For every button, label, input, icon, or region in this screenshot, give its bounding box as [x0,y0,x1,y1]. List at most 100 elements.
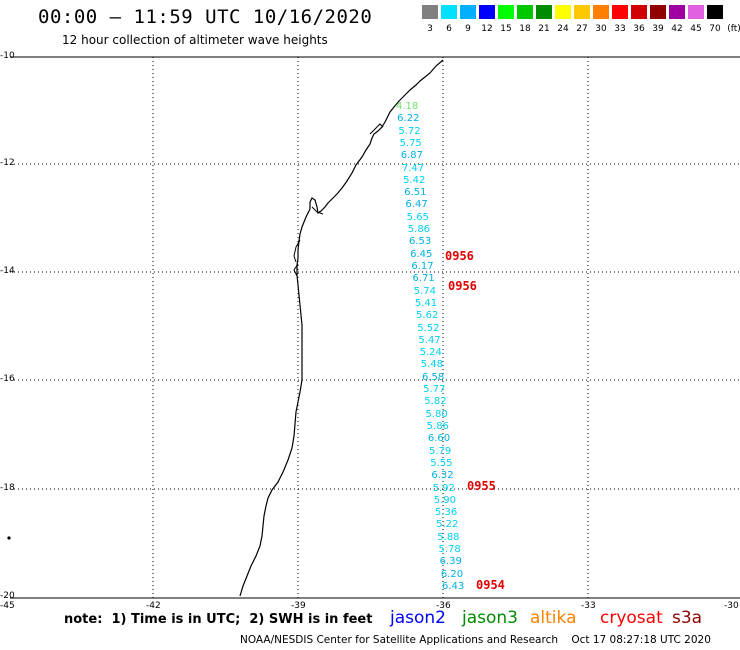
wave-height-value: 6.20 [440,568,464,580]
lat-tick-label: -20 [0,591,15,601]
wave-height-value: 5.74 [413,285,436,297]
wave-height-value: 5.72 [398,125,421,137]
satellite-jason2: jason2 [390,608,446,628]
legend-label: 42 [671,24,683,34]
wave-height-value: 5.86 [426,421,449,432]
wave-height-value: 5.79 [429,445,452,457]
legend-label: 3 [427,24,433,34]
legend-swatch [707,5,723,19]
legend-swatch [631,5,647,19]
legend-label: 30 [595,24,607,34]
lat-tick-label: -10 [0,51,15,61]
wave-height-value: 5.62 [416,310,439,322]
wave-height-value: 5.65 [406,211,429,223]
satellite-s3a: s3a [672,608,703,628]
wave-height-value: 5.90 [433,494,456,506]
wave-height-value: 5.77 [423,384,446,396]
legend-label: 70 [709,24,721,34]
credit-line: NOAA/NESDIS Center for Satellite Applica… [240,634,711,646]
satellite-altika: altika [530,608,577,628]
wave-height-value: 5.86 [407,224,431,236]
wave-height-value: 5.80 [425,408,448,420]
wave-height-value: 6.39 [439,556,462,568]
wave-height-value: 5.48 [420,359,444,371]
legend-label: 39 [652,24,664,34]
wave-height-value: 6.45 [410,248,433,260]
legend-swatch [650,5,666,19]
wave-height-value: 6.32 [431,470,454,482]
wave-height-value: 6.17 [411,261,434,272]
legend-swatch [460,5,476,19]
wave-height-value: 5.78 [438,544,461,556]
wave-height-value: 5.22 [436,519,459,531]
legend-swatch [536,5,552,19]
lon-tick-label: -33 [581,601,596,611]
legend-swatch [612,5,628,19]
pass-time: 0956 [448,279,477,293]
satellite-cryosat: cryosat [600,608,663,628]
map-subtitle: 12 hour collection of altimeter wave hei… [62,33,328,47]
legend-swatch [422,5,438,19]
legend-label: 24 [557,24,569,34]
wave-height-value: 5.55 [430,457,453,469]
legend-swatch [479,5,495,19]
lon-tick-label: -45 [0,601,15,611]
lon-tick-label: -39 [291,601,306,611]
lat-tick-label: -18 [0,483,15,493]
legend-swatch [498,5,514,19]
legend-label: 6 [446,24,452,34]
wave-height-value: 6.71 [412,273,435,285]
wave-height-value: 4.18 [396,101,419,112]
wave-height-value: 6.53 [408,236,432,248]
wave-height-value: 6.60 [427,433,451,445]
legend-swatch [574,5,590,19]
legend-label: 45 [690,24,702,34]
wave-height-value: 7.47 [401,162,425,174]
legend-label: 18 [519,24,531,34]
wave-height-value: 5.52 [417,322,440,334]
legend-swatch [517,5,533,19]
wave-height-value: 5.24 [419,347,442,359]
lat-tick-label: -12 [0,158,15,168]
legend-swatch [555,5,571,19]
legend-label: 27 [576,24,588,34]
pass-time: 0956 [445,249,474,263]
wave-height-value: 6.87 [400,150,423,162]
wave-height-value: 6.22 [397,113,420,125]
legend-label: 12 [481,24,493,34]
lon-tick-label: -30 [724,601,739,611]
wave-height-value: 5.41 [414,297,438,309]
wave-height-value: 5.42 [403,174,426,186]
legend-label: 21 [538,24,550,34]
footnote: note: 1) Time is in UTC; 2) SWH is in fe… [64,612,373,627]
island-marker [7,536,11,540]
wave-height-value: 6.58 [421,371,445,383]
wave-height-value: 5.36 [434,507,458,519]
lat-tick-label: -14 [0,266,15,276]
satellite-jason3: jason3 [462,608,518,628]
wave-height-value: 5.82 [424,396,447,408]
lon-tick-label: -42 [146,601,161,611]
legend-label: 33 [614,24,626,34]
legend-label: 36 [633,24,645,34]
legend-unit: (ft) [727,24,740,34]
wave-height-value: 5.47 [418,334,441,346]
wave-height-value: 6.51 [404,187,427,199]
pass-time: 0954 [476,578,505,592]
coastline-inlet [293,123,384,277]
wave-height-value: 5.75 [399,137,422,149]
lon-tick-label: -36 [436,601,451,611]
legend-swatch [688,5,704,19]
lat-tick-label: -16 [0,374,15,384]
legend-swatch [593,5,609,19]
map-title: 00:00 – 11:59 UTC 10/16/2020 [38,6,373,28]
wave-height-value: 5.88 [437,531,460,543]
pass-time: 0955 [467,479,496,493]
wave-height-value: 5.92 [432,482,455,494]
wave-height-value: 6.43 [442,581,465,592]
coastline-brazil [239,59,444,597]
legend-label: 15 [500,24,512,34]
legend-swatch [669,5,685,19]
grid-lines [10,57,740,598]
